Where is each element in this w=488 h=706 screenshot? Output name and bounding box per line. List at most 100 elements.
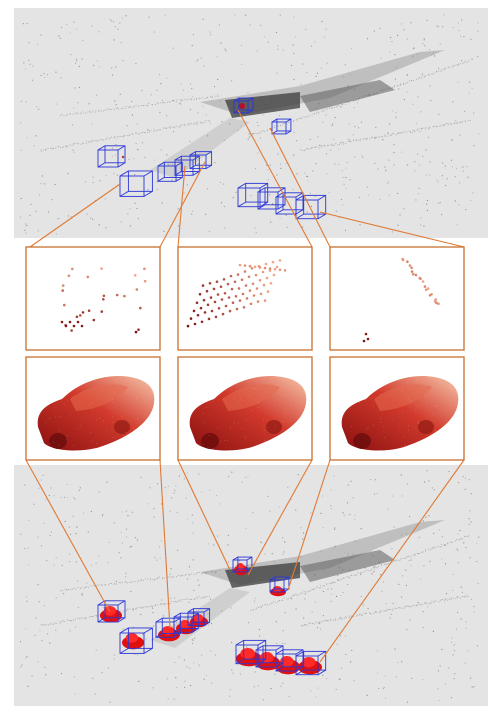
scene-ring-point — [299, 117, 301, 119]
scene-point — [476, 645, 478, 647]
scene-point — [362, 605, 364, 607]
car-point-texture — [234, 422, 235, 424]
scene-ring-point — [373, 568, 375, 570]
scene-ring-point — [128, 135, 130, 137]
partial-point — [234, 295, 238, 298]
scene-ring-point — [132, 134, 134, 135]
scene-ring-point — [405, 82, 407, 84]
scene-point — [254, 597, 256, 599]
scene-ring-point — [144, 578, 146, 580]
scene-point — [125, 572, 127, 574]
scene-point — [257, 152, 259, 154]
car-point-texture — [424, 386, 426, 388]
scene-ring-point — [410, 606, 412, 608]
scene-point — [354, 514, 356, 516]
scene-ring-point — [135, 104, 137, 106]
scene-ring-point — [291, 595, 293, 597]
scene-ring-point — [371, 568, 372, 570]
scene-ring-point — [375, 137, 377, 139]
scene-ring-point — [344, 616, 346, 618]
scene-point — [459, 134, 461, 136]
scene-point — [197, 579, 199, 581]
scene-point — [55, 597, 57, 599]
partial-point — [244, 284, 248, 287]
scene-point — [451, 166, 453, 168]
car-point-texture — [262, 426, 263, 428]
scene-point — [162, 615, 164, 617]
scene-ring-point — [349, 615, 350, 617]
car-point-texture — [112, 422, 114, 423]
car-windows — [222, 384, 280, 411]
scene-point — [373, 571, 375, 573]
car-point-texture — [65, 439, 67, 441]
car-point-texture — [452, 389, 454, 390]
partial-point — [247, 275, 251, 279]
scene-ring-point — [194, 598, 196, 600]
scene-ring-point — [348, 616, 350, 618]
bbox-edge — [174, 155, 182, 161]
scene-point — [360, 573, 362, 575]
scene-ring-point — [349, 576, 351, 578]
bbox-edge — [295, 192, 304, 198]
scene-ring-point — [168, 576, 170, 578]
scene-point — [72, 149, 74, 151]
scene-ring-point — [351, 574, 353, 576]
scene-point — [451, 641, 453, 643]
scene-point — [295, 608, 297, 610]
car-point-texture — [90, 432, 92, 433]
bbox-edge — [247, 97, 254, 102]
scene-point — [43, 73, 45, 75]
scene-point — [376, 650, 378, 652]
partial-point — [100, 267, 103, 270]
scene-ring-point — [199, 98, 201, 100]
partial-point — [265, 276, 269, 280]
partial-point — [264, 262, 268, 266]
scene-ring-point — [141, 132, 142, 134]
bbox-edge — [247, 109, 254, 114]
scene-ring-point — [459, 63, 461, 65]
scene-point — [108, 541, 110, 543]
scene-point — [183, 478, 185, 480]
scene-ring-point — [202, 572, 204, 574]
scene-point — [445, 185, 447, 187]
car-point-texture — [270, 407, 271, 409]
scene-building — [300, 550, 395, 582]
scene-point — [178, 103, 180, 105]
scene-point — [160, 540, 162, 542]
scene-ring-point — [110, 583, 112, 585]
scene-ring-point — [342, 104, 344, 106]
scene-ring-point — [378, 566, 379, 568]
detected-point — [239, 103, 245, 109]
scene-ring-point — [184, 125, 186, 127]
scene-point — [423, 38, 425, 40]
scene-ring-point — [60, 115, 61, 116]
scene-ring-point — [331, 581, 333, 583]
connector-line — [287, 459, 331, 591]
scene-ring-point — [447, 542, 449, 544]
bbox-front — [173, 616, 193, 633]
scene-point — [322, 674, 324, 676]
scene-ring-point — [402, 132, 404, 134]
bbox-wireframe — [295, 650, 327, 676]
car-point-texture — [380, 422, 381, 423]
scene-ring-point — [357, 99, 359, 101]
scene-point — [166, 77, 168, 79]
scene-point — [418, 187, 420, 189]
partial-point — [410, 270, 414, 273]
partial-point — [424, 288, 428, 292]
scene-point — [454, 176, 456, 178]
scene-point — [334, 545, 336, 547]
scene-point — [25, 657, 27, 659]
partial-point — [61, 284, 65, 287]
partial-point — [423, 285, 427, 288]
partial-point — [263, 266, 267, 270]
scene-ring-point — [95, 140, 97, 142]
scene-ring-point — [445, 598, 447, 600]
scene-point — [362, 603, 364, 605]
scene-ring-point — [190, 573, 192, 575]
scene-ring-point — [337, 105, 339, 107]
scene-point — [193, 662, 195, 664]
scene-point — [260, 137, 262, 139]
scene-point — [191, 514, 193, 516]
scene-ring-point — [384, 135, 386, 137]
